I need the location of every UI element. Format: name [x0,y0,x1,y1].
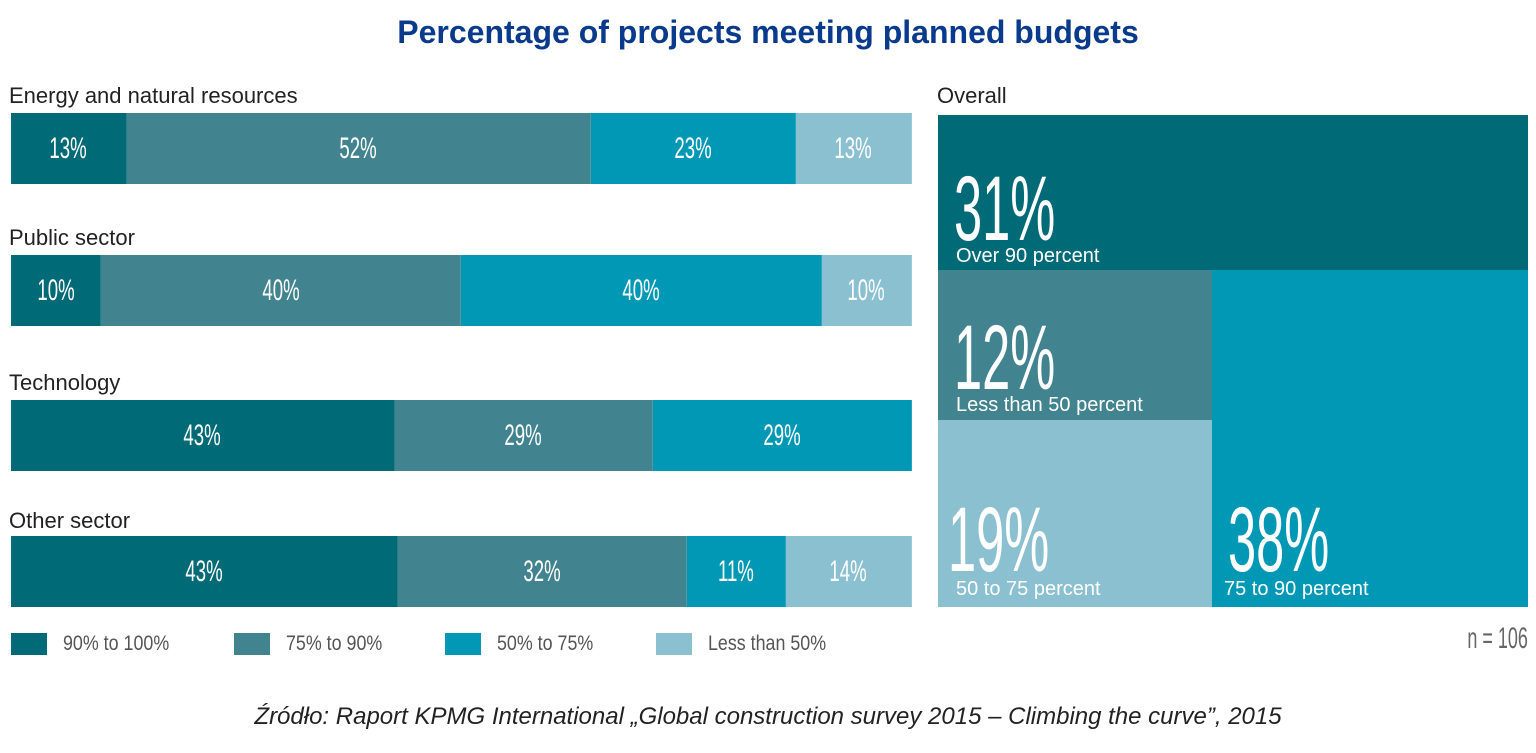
data-label: 43% [185,554,223,588]
bar-segment: 32% [398,536,687,607]
data-label: 13% [49,131,88,165]
legend-item: 90% to 100% [11,632,188,656]
treemap-less-than-50: 12% Less than 50 percent [938,270,1212,420]
legend-swatch [11,633,47,655]
data-label: 23% [674,131,712,165]
data-label: 40% [622,273,660,307]
treemap-value: 31% [954,158,1056,260]
data-label: 29% [763,418,801,452]
treemap-value: 12% [954,307,1056,409]
bar-row: 10% 40% 40% 10% [11,255,912,326]
data-label: 40% [262,273,300,307]
data-label: 11% [717,554,754,588]
legend-swatch [445,633,482,655]
legend: 90% to 100% 75% to 90% 50% to 75% Less than… [11,632,893,656]
bar-segment: 43% [11,400,395,471]
data-label: 10% [847,273,886,307]
bar-row: 43% 29% 29% [11,400,912,471]
treemap-label: 50 to 75 percent [956,578,1101,600]
treemap-75-to-90: 38% 75 to 90 percent [1212,270,1528,607]
legend-label: Less than 50% [708,632,827,655]
bar-segment: 29% [394,400,654,471]
legend-label: 75% to 90% [285,632,383,655]
legend-item: 50% to 75% [445,632,610,656]
bar-segment: 23% [590,113,797,184]
category-label: Energy and natural resources [9,83,298,108]
data-label: 52% [339,131,378,165]
bar-segment: 40% [461,255,822,326]
legend-swatch [233,633,270,655]
sample-size: n = 106 [1467,622,1528,655]
treemap-value: 38% [1228,489,1330,591]
bar-segment: 52% [126,113,591,184]
legend-label: 50% to 75% [497,632,594,655]
data-label: 29% [504,418,543,452]
chart-title: Percentage of projects meeting planned b… [397,14,1139,50]
data-label: 43% [183,418,221,452]
bar-row: 13% 52% 23% 13% [11,113,912,184]
data-label: 10% [36,273,75,307]
overall-title: Overall [937,83,1007,108]
bar-segment: 11% [686,536,786,607]
bar-segment: 43% [11,536,399,607]
bar-segment: 14% [785,536,912,607]
treemap-50-to-75: 19% 50 to 75 percent [938,420,1212,607]
legend-item: 75% to 90% [233,632,399,656]
treemap-over-90: 31% Over 90 percent [938,115,1528,270]
legend-item: Less than 50% [656,632,847,656]
bar-segment: 29% [653,400,912,471]
category-label: Technology [9,370,121,395]
category-label: Other sector [9,508,131,533]
bar-segment: 40% [101,255,462,326]
treemap-label: 75 to 90 percent [1224,578,1369,600]
source-note: Źródło: Raport KPMG International „Globa… [254,703,1282,730]
data-label: 32% [523,554,561,588]
data-label: 13% [834,131,873,165]
bar-segment: 10% [11,255,102,326]
bar-segment: 13% [11,113,127,184]
treemap-label: Less than 50 percent [956,394,1143,416]
bar-segment: 13% [796,113,912,184]
data-label: 14% [829,554,868,588]
legend-swatch [656,633,693,655]
category-label: Public sector [9,225,135,250]
bar-segment: 10% [821,255,912,326]
treemap-value: 19% [948,489,1050,591]
legend-label: 90% to 100% [63,632,170,655]
treemap-label: Over 90 percent [956,245,1100,267]
bar-row: 43% 32% 11% 14% [11,536,912,607]
